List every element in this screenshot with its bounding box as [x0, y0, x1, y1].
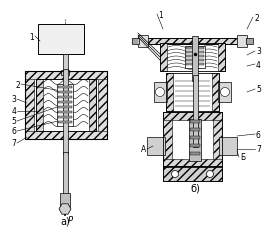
Bar [98, 72, 107, 139]
Bar [190, 136, 200, 139]
Bar [190, 144, 200, 147]
Bar [163, 166, 222, 181]
Bar [58, 106, 72, 109]
Text: 7: 7 [11, 139, 16, 148]
Bar [62, 70, 67, 154]
Bar [186, 60, 204, 62]
Bar [185, 47, 205, 69]
Bar [58, 101, 72, 104]
Bar [237, 36, 247, 48]
Bar [60, 193, 70, 207]
Bar [62, 152, 67, 207]
Text: 6: 6 [256, 130, 261, 139]
Circle shape [207, 171, 213, 178]
Bar [89, 80, 96, 131]
Bar [190, 120, 200, 123]
Bar [246, 39, 253, 45]
Bar [219, 137, 237, 155]
Bar [192, 37, 198, 82]
Bar [189, 120, 201, 161]
Bar [160, 44, 167, 72]
Bar [186, 56, 204, 58]
Text: P: P [68, 215, 73, 224]
Bar [138, 36, 148, 48]
Bar [36, 80, 43, 131]
Text: 1: 1 [29, 32, 34, 41]
Bar [186, 64, 204, 66]
Bar [163, 159, 222, 167]
Bar [58, 116, 72, 118]
Bar [213, 112, 222, 167]
Text: 7: 7 [256, 145, 261, 154]
Text: 3: 3 [11, 95, 16, 104]
Text: 5: 5 [11, 117, 16, 126]
Bar [36, 80, 96, 131]
Bar [25, 72, 107, 80]
Text: 3: 3 [256, 47, 261, 56]
Bar [58, 86, 72, 89]
Bar [186, 48, 204, 50]
Text: 5: 5 [256, 85, 261, 94]
Bar [163, 112, 222, 167]
Text: 1: 1 [158, 11, 163, 19]
Polygon shape [59, 204, 71, 214]
Bar [166, 74, 173, 112]
Bar [192, 76, 197, 147]
Bar [154, 83, 167, 103]
Bar [62, 55, 67, 72]
Text: Б: Б [240, 153, 245, 162]
Bar [57, 85, 73, 126]
Bar [166, 74, 219, 112]
Bar [38, 25, 84, 55]
Bar [58, 91, 72, 94]
Text: 2: 2 [15, 80, 20, 89]
Bar [58, 96, 72, 98]
Bar [190, 152, 200, 155]
Text: а): а) [60, 216, 70, 226]
Bar [132, 39, 139, 45]
Bar [190, 128, 200, 131]
Text: 2: 2 [254, 14, 259, 22]
Bar [218, 83, 231, 103]
Bar [145, 39, 240, 45]
Bar [160, 44, 225, 72]
Text: б): б) [190, 183, 200, 193]
Bar [147, 137, 165, 155]
Bar [186, 52, 204, 54]
Text: 4: 4 [11, 107, 16, 116]
Bar [163, 112, 172, 167]
Bar [163, 166, 222, 181]
Bar [25, 72, 107, 139]
Text: 4: 4 [256, 60, 261, 69]
Text: 6: 6 [11, 127, 16, 136]
Bar [58, 121, 72, 123]
Bar [25, 131, 107, 139]
Bar [58, 111, 72, 114]
Circle shape [172, 171, 178, 178]
Bar [163, 112, 222, 120]
Bar [212, 74, 219, 112]
Bar [25, 72, 34, 139]
Bar [218, 44, 225, 72]
Bar [145, 39, 240, 45]
Circle shape [221, 88, 230, 97]
Text: A: A [141, 145, 146, 154]
Circle shape [155, 88, 164, 97]
Bar [61, 71, 69, 76]
